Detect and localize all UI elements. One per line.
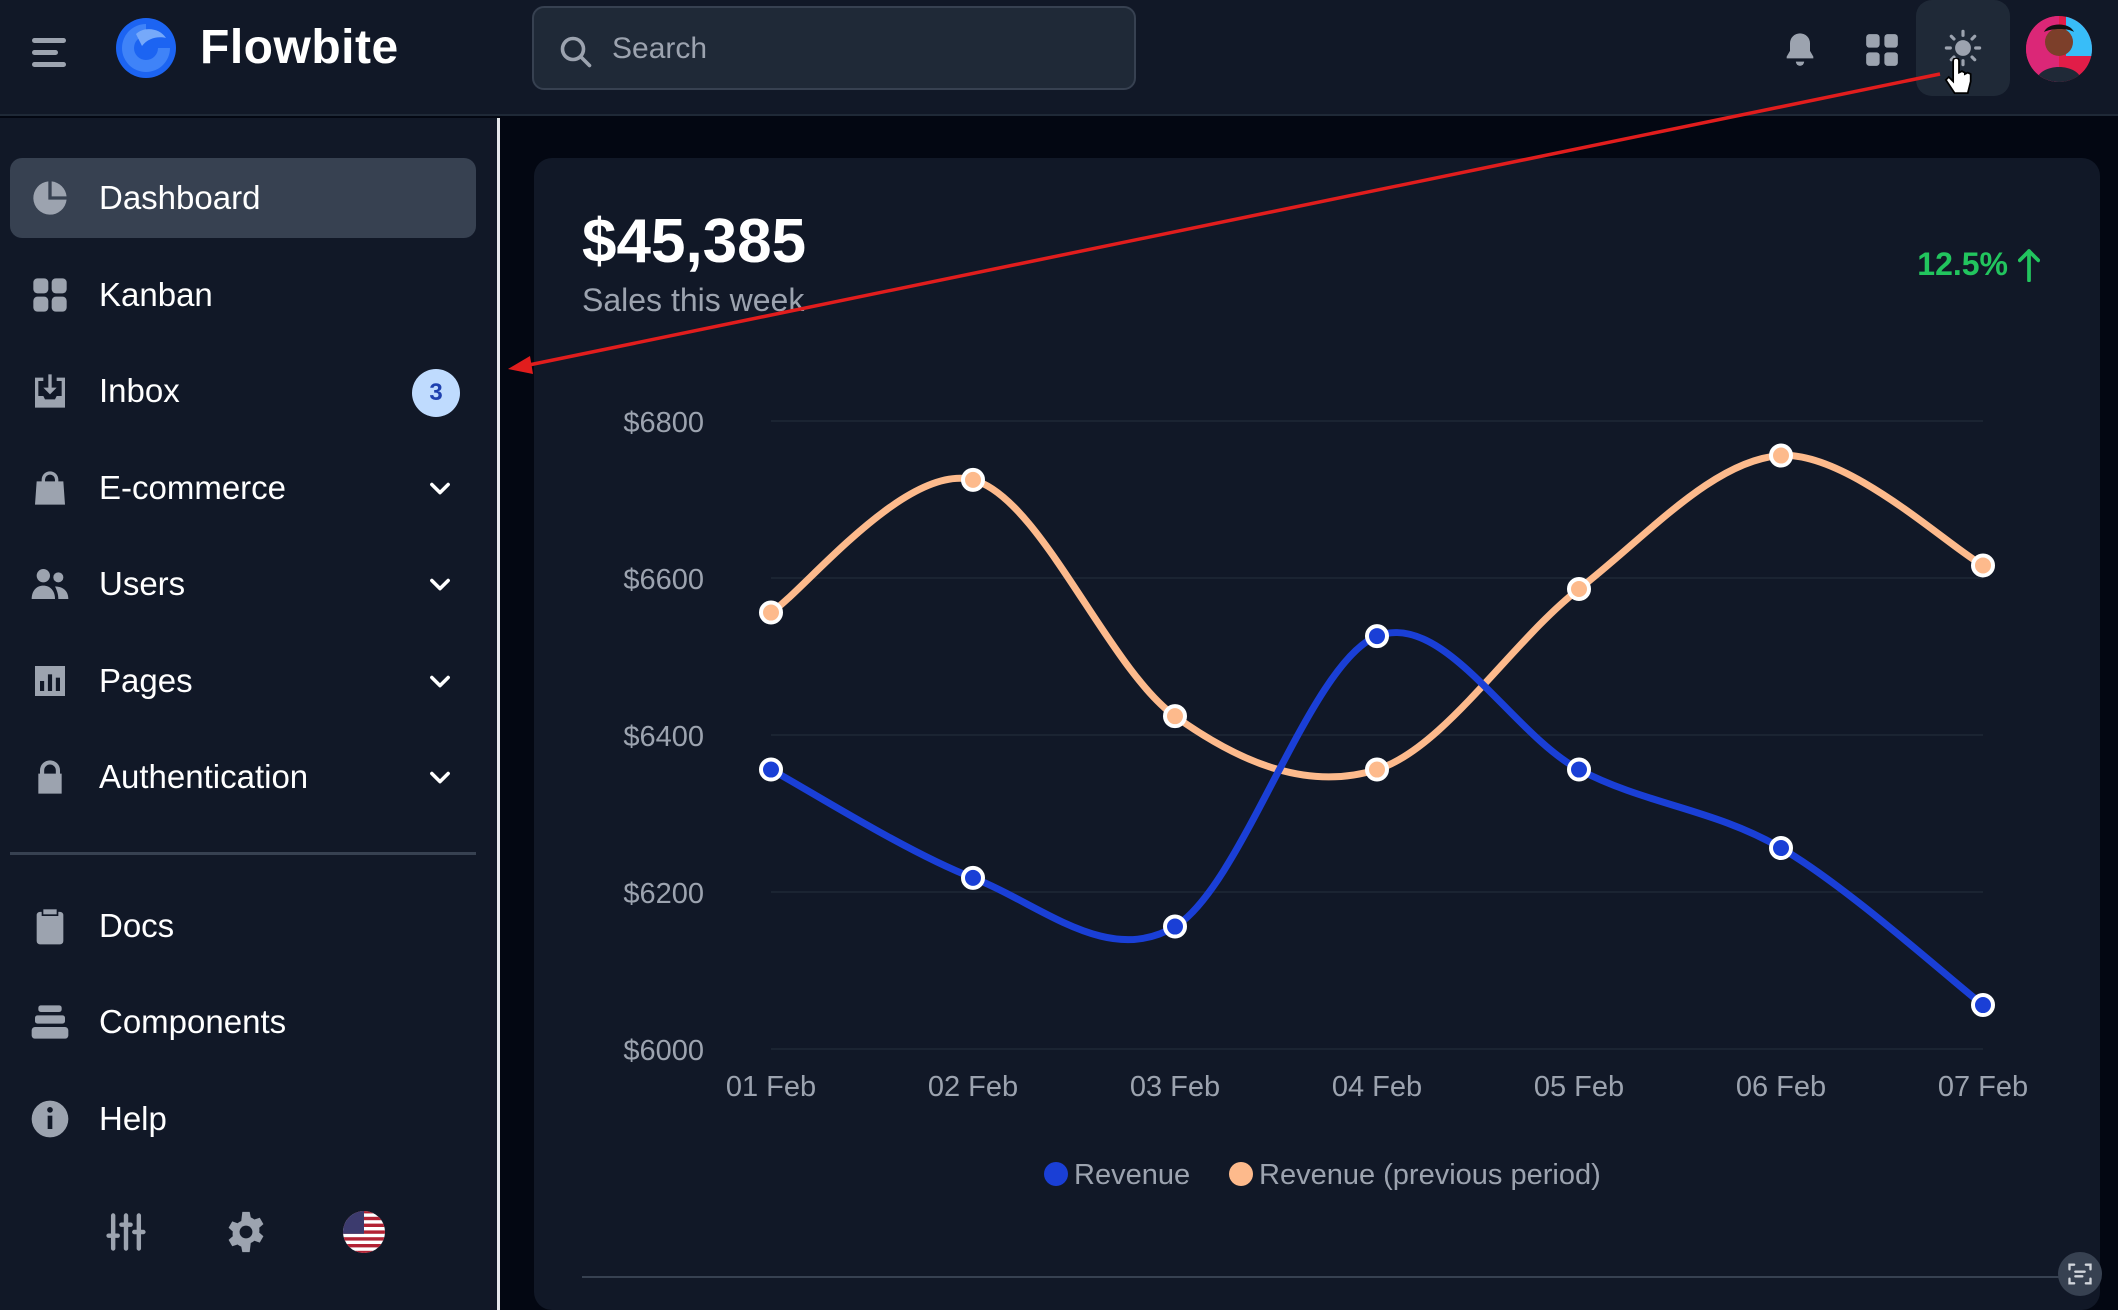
previous-period-data-point (759, 600, 783, 625)
sidebar: Dashboard Kanban Inbox 3 E-commerce User… (0, 118, 500, 1310)
sidebar-item-label: Docs (99, 907, 175, 944)
previous-period-data-point (1769, 443, 1793, 468)
lock-icon (38, 760, 62, 794)
sidebar-item-inbox[interactable]: Inbox 3 (10, 351, 476, 431)
flowbite-logo-icon (116, 18, 176, 78)
sidebar-item-label: Pages (99, 662, 193, 699)
previous-period-data-point (1365, 757, 1389, 782)
sidebar-item-label: Users (99, 565, 186, 602)
previous-period-series-line (767, 452, 1987, 781)
x-tick-label: 02 Feb (928, 1071, 1018, 1103)
sliders-icon (106, 1213, 146, 1251)
chart-bar-icon (35, 666, 65, 696)
sidebar-item-kanban[interactable]: Kanban (10, 255, 476, 335)
clipboard-icon (36, 909, 64, 945)
cursor-pointer-icon (1944, 58, 1972, 94)
revenue-data-point (1971, 993, 1995, 1018)
revenue-data-point (1163, 914, 1187, 939)
sidebar-item-components[interactable]: Components (10, 982, 476, 1062)
chevron-down-icon (430, 578, 450, 591)
settings-button[interactable] (216, 1202, 276, 1262)
menu-toggle-icon[interactable] (28, 30, 72, 74)
legend-label: Revenue (1074, 1159, 1190, 1191)
inbox-count-badge: 3 (412, 369, 460, 417)
x-tick-label: 03 Feb (1130, 1071, 1220, 1103)
arrow-up-icon (2018, 248, 2040, 282)
chevron-down-icon (430, 482, 450, 495)
sidebar-item-users[interactable]: Users (10, 544, 476, 624)
brand-name[interactable]: Flowbite (200, 21, 399, 74)
sidebar-divider (10, 852, 476, 855)
y-tick-label: $6600 (623, 564, 704, 596)
revenue-data-point (1567, 757, 1591, 782)
info-icon (31, 1100, 69, 1138)
inbox-icon (35, 374, 65, 408)
sales-card: $45,385 Sales this week 12.5% $6800 $6600… (534, 158, 2100, 1310)
sun-icon (1944, 29, 1982, 67)
apps-grid-icon (1866, 34, 1898, 66)
us-flag-icon (343, 1211, 385, 1253)
scan-button[interactable] (2058, 1252, 2102, 1296)
chevron-down-icon (430, 675, 450, 688)
y-tick-label: $6800 (623, 407, 704, 439)
x-tick-label: 01 Feb (726, 1071, 816, 1103)
y-tick-label: $6000 (623, 1035, 704, 1067)
x-tick-label: 06 Feb (1736, 1071, 1826, 1103)
legend-label: Revenue (previous period) (1259, 1159, 1601, 1191)
previous-period-data-point (1567, 576, 1591, 601)
revenue-series-line (767, 629, 1987, 1009)
apps-button[interactable] (1850, 18, 1914, 82)
y-tick-label: $6200 (623, 878, 704, 910)
revenue-data-point (759, 757, 783, 782)
language-button[interactable] (334, 1202, 394, 1262)
sidebar-item-dashboard[interactable]: Dashboard (10, 158, 476, 238)
gear-icon (228, 1211, 264, 1253)
y-tick-label: $6400 (623, 721, 704, 753)
revenue-data-point (961, 865, 985, 890)
search-icon (560, 36, 592, 68)
adjustments-button[interactable] (96, 1202, 156, 1262)
revenue-data-point (1365, 624, 1389, 649)
sidebar-item-pages[interactable]: Pages (10, 641, 476, 721)
previous-period-data-point (1163, 704, 1187, 729)
scan-text-icon (2068, 1263, 2092, 1285)
bell-icon (1786, 33, 1814, 66)
x-tick-label: 04 Feb (1332, 1071, 1422, 1103)
sidebar-item-label: Components (99, 1003, 287, 1040)
chevron-down-icon (430, 771, 450, 784)
chart-pie-icon (33, 181, 67, 215)
x-tick-label: 05 Feb (1534, 1071, 1624, 1103)
sidebar-item-authentication[interactable]: Authentication (10, 737, 476, 817)
revenue-data-point (1769, 836, 1793, 861)
users-icon (31, 569, 69, 599)
previous-period-data-point (961, 467, 985, 492)
grid-icon (33, 278, 67, 312)
x-tick-label: 07 Feb (1938, 1071, 2028, 1103)
sidebar-item-label: Authentication (99, 758, 309, 795)
legend-marker (1229, 1162, 1253, 1186)
sidebar-item-label: E-commerce (99, 469, 287, 506)
sidebar-item-label: Help (99, 1100, 167, 1137)
revenue-line-chart: $6800 $6600 $6400 $6200 $6000 01 Feb 02 Feb 03 … (623, 407, 2028, 1191)
card-footer-divider (582, 1276, 2062, 1278)
shopping-bag-icon (35, 471, 65, 505)
sidebar-item-label: Dashboard (99, 179, 261, 216)
top-navbar: Flowbite (0, 0, 2118, 116)
sidebar-item-label: Inbox (99, 372, 180, 409)
previous-period-data-point (1971, 553, 1995, 578)
user-avatar[interactable] (2026, 16, 2092, 82)
notifications-button[interactable] (1768, 18, 1832, 82)
search-box[interactable] (532, 6, 1136, 90)
stack-icon (31, 1005, 69, 1039)
sidebar-item-ecommerce[interactable]: E-commerce (10, 448, 476, 528)
sidebar-item-label: Kanban (99, 276, 213, 313)
sidebar-item-docs[interactable]: Docs (10, 886, 476, 966)
sidebar-item-help[interactable]: Help (10, 1079, 476, 1159)
search-input[interactable] (612, 24, 1112, 74)
legend-marker (1044, 1162, 1068, 1186)
